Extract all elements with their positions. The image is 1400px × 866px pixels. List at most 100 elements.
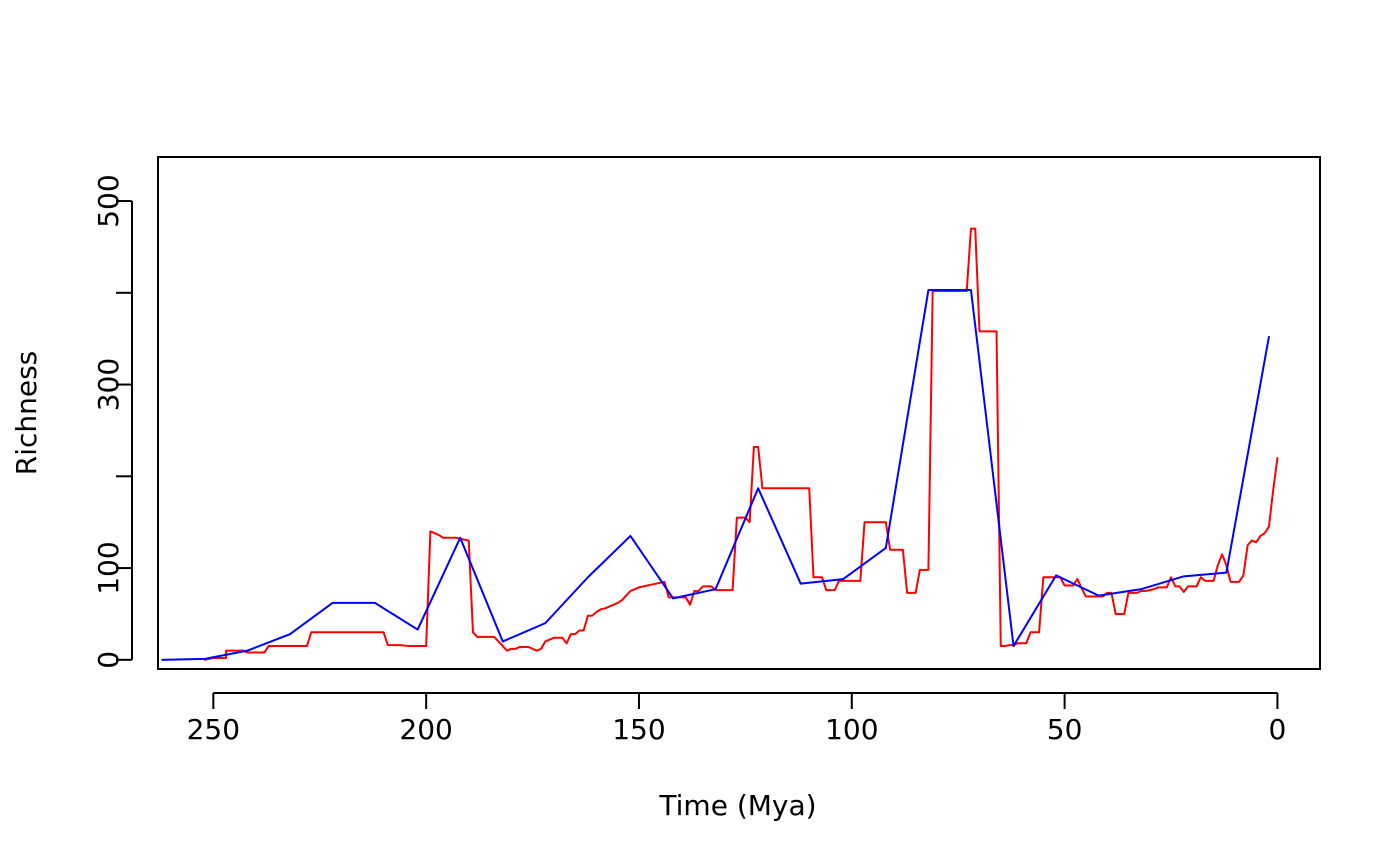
red-series-point	[519, 646, 521, 648]
red-series-point	[1017, 642, 1019, 644]
y-tick-label: 300	[92, 358, 125, 411]
red-series-point	[1000, 645, 1002, 647]
red-series-point	[514, 648, 517, 650]
red-series	[203, 227, 1279, 661]
red-series-point	[1178, 585, 1181, 588]
red-series-point	[872, 521, 874, 523]
red-series-point	[778, 487, 781, 489]
red-series-point	[983, 330, 985, 332]
red-series-point	[1217, 564, 1219, 566]
red-series-point	[289, 645, 291, 647]
red-series-point	[812, 576, 815, 578]
red-series-point	[1123, 613, 1125, 615]
red-series-point	[506, 650, 508, 652]
red-series-point	[1230, 581, 1232, 583]
red-series-point	[310, 631, 312, 633]
red-series-point	[1170, 576, 1172, 578]
red-series-point	[442, 537, 444, 539]
red-series-point	[561, 637, 563, 639]
red-series-point	[434, 532, 436, 534]
red-series-point	[1051, 576, 1053, 578]
red-series-point	[510, 648, 512, 650]
blue-series-point	[800, 583, 802, 585]
red-series-point	[1008, 644, 1010, 646]
red-series-point	[387, 644, 389, 646]
red-series-point	[885, 521, 887, 523]
red-series-point	[536, 650, 538, 652]
red-series-point	[1195, 585, 1198, 588]
red-series-point	[1247, 544, 1249, 546]
red-series-point	[663, 581, 666, 583]
red-series-point	[923, 569, 925, 571]
blue-series-point	[1012, 645, 1015, 647]
red-series-point	[642, 585, 644, 588]
red-series-point	[821, 576, 823, 578]
red-series-point	[617, 602, 619, 604]
blue-series-line	[161, 289, 1270, 661]
red-series-point	[1208, 580, 1210, 582]
red-series-point	[668, 596, 670, 599]
red-series-point	[817, 576, 819, 578]
red-series-point	[757, 446, 759, 448]
red-series-point	[868, 521, 870, 523]
red-series-point	[749, 521, 751, 523]
red-series-point	[1034, 631, 1036, 633]
red-series-point	[268, 645, 270, 647]
red-series-point	[595, 611, 598, 613]
red-series-point	[1102, 595, 1104, 598]
red-series-point	[1174, 585, 1176, 588]
red-series-point	[893, 549, 895, 551]
red-series-point	[970, 227, 972, 230]
red-series-point	[659, 582, 661, 584]
red-series-point	[655, 583, 657, 585]
red-series-point	[1068, 584, 1070, 587]
red-series-point	[995, 330, 998, 332]
red-series-point	[570, 633, 572, 635]
red-series-point	[608, 606, 610, 608]
red-series-point	[706, 585, 708, 588]
red-series-point	[689, 604, 691, 606]
red-series-point	[795, 487, 798, 489]
red-series-point	[838, 580, 840, 582]
red-series-point	[408, 645, 410, 647]
red-series-point	[880, 521, 883, 523]
red-series-point	[438, 534, 440, 536]
blue-series-point	[1183, 575, 1185, 577]
red-series-point	[540, 648, 542, 650]
red-series-point	[1259, 535, 1262, 537]
red-series-point	[876, 521, 878, 523]
red-series-point	[1004, 645, 1006, 647]
red-series-point	[1183, 591, 1185, 593]
blue-series-point	[1140, 588, 1142, 590]
red-series-point	[468, 539, 470, 542]
red-series-point	[855, 580, 857, 582]
red-series-point	[915, 592, 917, 594]
red-series-point	[225, 657, 227, 659]
red-series-point	[583, 629, 585, 632]
red-series-point	[587, 615, 589, 617]
red-series-point	[808, 487, 810, 489]
red-series-point	[1132, 592, 1134, 594]
red-series-point	[685, 596, 687, 599]
y-tick-label: 0	[92, 651, 125, 669]
red-series-point	[889, 549, 891, 551]
blue-series-point	[842, 578, 844, 580]
red-series-point	[1021, 642, 1023, 644]
red-series-point	[774, 487, 776, 489]
red-series-point	[1038, 631, 1040, 633]
red-series-point	[400, 644, 402, 646]
red-series-point	[578, 629, 580, 632]
red-series-point	[740, 517, 742, 519]
red-series-point	[910, 592, 912, 594]
red-series-point	[651, 583, 653, 586]
red-series-point	[1115, 613, 1117, 615]
red-series-point	[1140, 590, 1142, 592]
red-series-point	[246, 651, 248, 654]
blue-series-point	[374, 602, 376, 604]
red-series-point	[1076, 578, 1078, 580]
y-tick-label: 100	[92, 541, 125, 594]
red-series-point	[493, 636, 495, 638]
red-series-point	[978, 330, 981, 332]
red-series-point	[1046, 576, 1049, 578]
red-series-point	[1149, 589, 1151, 591]
